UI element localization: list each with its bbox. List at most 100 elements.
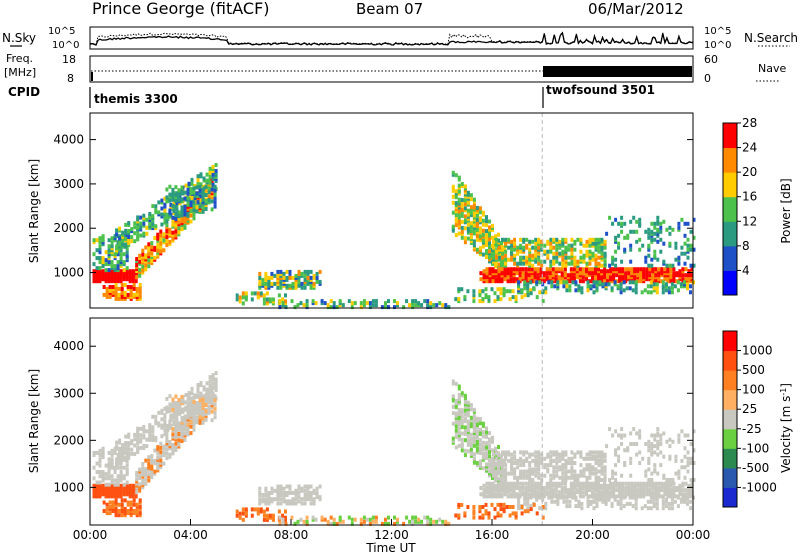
velocity-cell	[481, 451, 485, 456]
velocity-cell	[549, 461, 553, 465]
velocity-cell	[597, 469, 601, 474]
power-cell	[495, 249, 498, 254]
power-cell	[371, 299, 375, 304]
velocity-cell	[299, 517, 303, 522]
power-cell	[565, 280, 569, 285]
power-cell	[92, 252, 96, 257]
velocity-cell	[457, 515, 461, 520]
velocity-cell	[517, 501, 521, 506]
velocity-cell	[654, 486, 658, 490]
velocity-cell	[101, 488, 105, 493]
power-cell	[506, 279, 510, 284]
velocity-cell	[193, 393, 197, 398]
velocity-cell	[503, 488, 507, 493]
power-cell	[110, 264, 114, 269]
velocity-cell	[487, 511, 491, 516]
velocity-cell	[177, 408, 181, 413]
power-cell	[561, 249, 565, 254]
power-cell	[494, 277, 498, 282]
power-cell	[244, 291, 248, 296]
velocity-cell	[632, 442, 636, 446]
power-cell	[672, 271, 676, 276]
velocity-cell	[604, 497, 608, 502]
velocity-cell	[475, 435, 479, 440]
velocity-cell	[318, 484, 322, 489]
velocity-cell	[291, 490, 295, 495]
power-cell	[472, 213, 476, 218]
power-cell	[677, 221, 681, 226]
velocity-cell	[204, 417, 208, 422]
velocity-cell	[497, 466, 500, 471]
velocity-cell	[523, 497, 527, 502]
velocity-cell	[556, 499, 560, 504]
velocity-cell	[457, 505, 461, 509]
velocity-cell	[488, 486, 492, 490]
velocity-cell	[291, 497, 295, 502]
velocity-cell	[426, 521, 430, 526]
power-cell	[323, 301, 327, 306]
velocity-cell	[174, 445, 178, 450]
velocity-cell	[108, 504, 112, 509]
velocity-cell	[454, 401, 458, 405]
velocity-cell	[98, 480, 102, 485]
velocity-cell	[148, 435, 152, 440]
power-cell	[250, 291, 254, 296]
velocity-cell	[95, 486, 99, 490]
power-cell	[543, 249, 547, 254]
velocity-cell	[534, 467, 538, 472]
velocity-cell	[303, 497, 307, 502]
velocity-cell	[138, 469, 142, 474]
velocity-cell	[491, 439, 494, 444]
power-cell	[588, 237, 592, 242]
power-cell	[306, 275, 310, 280]
velocity-cell	[504, 452, 508, 457]
power-cell	[635, 219, 639, 224]
velocity-cell	[306, 484, 310, 489]
velocity-cell	[119, 486, 123, 490]
velocity-cell	[95, 490, 99, 495]
power-cell	[597, 267, 600, 272]
velocity-cell	[618, 481, 622, 486]
power-cell	[613, 280, 617, 285]
noise-tick-max-left: 10^5	[48, 26, 75, 37]
velocity-cell	[110, 490, 114, 495]
velocity-cell	[119, 474, 123, 479]
velocity-cell	[594, 461, 598, 465]
velocity-cell	[119, 470, 123, 474]
velocity-cell	[627, 492, 631, 497]
power-cell	[662, 259, 666, 264]
velocity-cell	[186, 428, 190, 433]
velocity-cell	[120, 498, 124, 503]
velocity-cell	[572, 486, 576, 490]
power-cell	[689, 247, 693, 252]
power-cell	[463, 198, 467, 203]
freq-unit: [MHz]	[4, 66, 36, 79]
power-cell	[485, 271, 489, 276]
velocity-cell	[201, 401, 205, 406]
velocity-cell	[472, 460, 476, 465]
velocity-cell	[484, 502, 488, 507]
velocity-cell	[121, 457, 125, 462]
velocity-cell	[550, 499, 554, 504]
power-cell	[107, 268, 111, 273]
velocity-cell	[674, 454, 678, 459]
velocity-cell	[107, 474, 111, 479]
velocity-cell	[639, 488, 643, 493]
velocity-cell	[177, 397, 181, 402]
power-cell	[686, 282, 689, 287]
velocity-cell	[656, 471, 660, 476]
velocity-cell	[118, 449, 122, 454]
velocity-cell	[201, 420, 205, 425]
velocity-cell	[171, 434, 175, 439]
velocity-cell	[156, 449, 160, 454]
velocity-cell	[495, 471, 498, 476]
velocity-cell	[582, 469, 586, 474]
velocity-cell	[656, 439, 660, 444]
velocity-cell	[199, 381, 203, 385]
power-cell	[138, 294, 142, 299]
power-cell	[95, 266, 99, 271]
power-cell	[264, 271, 268, 276]
velocity-cell	[597, 478, 601, 482]
velocity-cell	[135, 485, 139, 490]
velocity-cell	[657, 490, 661, 495]
